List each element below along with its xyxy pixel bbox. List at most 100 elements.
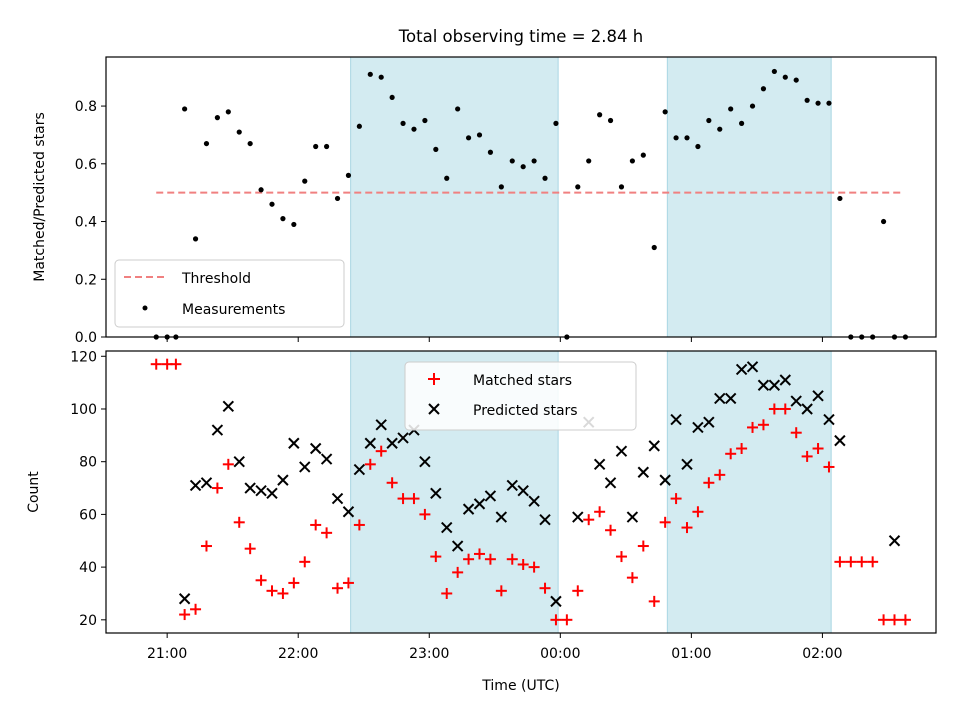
predicted-star-point [539,513,551,526]
top-y-tick-label: 0.4 [75,215,97,231]
measurement-point [662,109,668,115]
predicted-star-point [681,458,693,471]
predicted-star-point [823,413,835,426]
predicted-star-stroke-b [648,440,660,452]
matched-star-point [550,614,562,626]
measurement-point [411,126,417,132]
matched-star-point [179,609,191,621]
predicted-star-point [626,511,639,523]
matched-star-point [495,585,507,597]
matched-star-point [430,551,442,563]
matched-star-point [681,522,693,534]
matched-star-point [670,493,682,505]
predicted-star-point [255,484,267,497]
top-x-ticks [166,337,823,342]
predicted-star-stroke-b [812,390,824,402]
predicted-star-point [386,437,398,449]
predicted-star-point [506,479,518,492]
predicted-star-point [604,477,617,489]
top-y-axis: 0.0 0.2 0.4 0.6 0.8 [75,99,106,346]
matched-star-point [768,403,780,415]
measurement-point [760,86,767,92]
matched-star-point [484,553,496,565]
measurement-point [498,184,504,190]
measurement-point [476,132,483,138]
measurement-point [225,109,231,115]
matched-star-point [408,493,420,505]
predicted-star-point [692,421,704,434]
legend-measurements-label: Measurements [182,302,285,318]
measurement-point [182,106,188,112]
bottom-legend-box [404,361,637,431]
matched-star-point [150,358,162,370]
measurement-point [378,74,384,80]
predicted-star-stroke-b [255,484,267,497]
predicted-star-point [288,437,300,449]
matched-star-point [757,419,769,431]
measurement-point [542,175,548,181]
predicted-star-point [222,400,235,413]
predicted-star-point [211,424,224,436]
predicted-star-point [495,511,508,523]
measurement-point [433,146,439,152]
predicted-star-point [528,495,540,507]
predicted-star-stroke-b [441,521,453,534]
predicted-star-stroke-b [353,463,366,476]
matched-star-point [714,469,726,481]
matched-star-point [375,445,387,457]
bottom-y-tick-label: 120 [70,349,97,365]
matched-star-point [419,508,431,520]
matched-star-point [834,556,846,568]
predicted-star-stroke-b [768,379,781,391]
matched-star-point [222,458,234,470]
predicted-star-point [189,479,202,492]
predicted-star-stroke-b [593,458,606,471]
shaded-interval [350,56,559,338]
predicted-star-point [779,374,791,386]
predicted-star-stroke-b [517,484,529,497]
matched-star-point [332,582,344,594]
predicted-star-point [277,474,289,486]
predicted-star-stroke-b [288,437,300,449]
top-panel: Total observing time = 2.84 h 0.00.20.40… [32,27,937,346]
matched-stars-points [150,358,911,626]
predicted-star-stroke-b [790,395,802,407]
matched-star-point [255,574,267,586]
measurement-point [291,221,297,228]
predicted-star-stroke-b [801,403,813,415]
predicted-star-stroke-b [888,535,901,547]
bottom-y-tick-label: 100 [70,402,97,418]
predicted-star-stroke-b [430,487,442,500]
measurement-point [618,184,625,190]
predicted-star-stroke-b [299,461,311,473]
legend-matched-swatch [428,373,440,385]
matched-star-point [342,577,354,589]
matched-star-point [856,556,868,568]
predicted-star-stroke-b [637,466,650,478]
predicted-star-stroke-b [703,416,715,428]
matched-star-point [626,572,638,584]
predicted-star-stroke-b [211,424,224,436]
top-y-tick-label: 0.0 [75,330,97,346]
matched-star-point [583,514,595,526]
shaded-interval [666,56,832,338]
top-legend: Threshold Measurements [114,259,345,328]
matched-star-point [441,587,453,599]
predicted-star-point [648,440,660,452]
predicted-star-stroke-b [397,432,409,444]
matched-star-point [779,403,791,415]
predicted-star-point [703,416,715,428]
predicted-star-point [419,455,431,468]
measurement-point [203,140,210,147]
legend-threshold-label: Threshold [181,271,251,287]
matched-star-point [528,561,540,573]
bottom-panel: 20 40 60 80 100 120 21:00 22:00 23:00 00:00 01:00… [26,349,937,694]
bottom-x-tick-label: 21:00 [147,646,187,662]
measurement-point [575,184,581,190]
predicted-star-point [888,535,901,547]
predicted-star-point [659,474,671,486]
predicted-star-stroke-b [244,482,256,494]
predicted-star-point [364,437,376,449]
measurement-point [695,143,701,150]
